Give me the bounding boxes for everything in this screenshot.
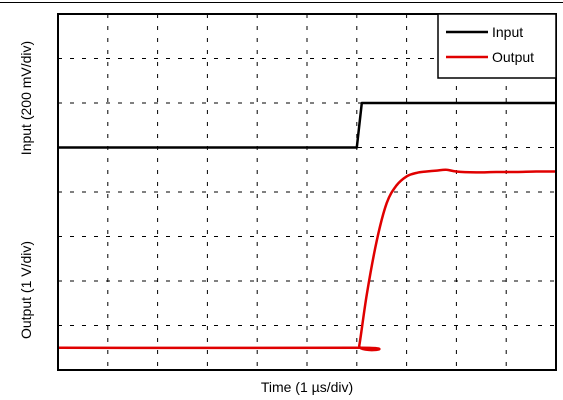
plot-frame: [57, 13, 557, 371]
y-axis-label-upper: Input (200 mV/div): [18, 41, 34, 155]
y-axis-label-lower: Output (1 V/div): [18, 241, 34, 339]
series-line-input: [58, 101, 556, 149]
series-line-output: [57, 168, 556, 352]
legend-label-output: Output: [492, 49, 534, 65]
legend-box: [437, 13, 557, 79]
x-axis-label: Time (1 µs/div): [261, 379, 353, 395]
top-border-line: [0, 2, 563, 3]
legend: Input Output: [437, 13, 557, 79]
legend-label-input: Input: [492, 24, 523, 40]
traces: [57, 101, 556, 352]
